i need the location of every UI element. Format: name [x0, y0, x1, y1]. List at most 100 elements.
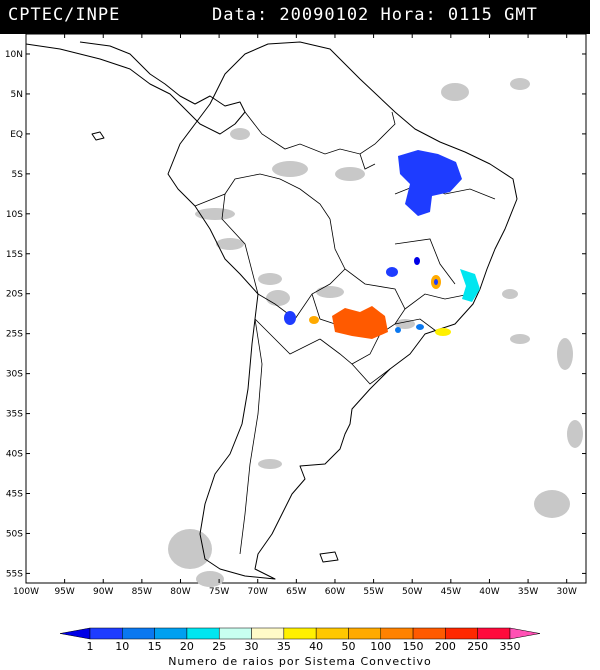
legend-label: 20 — [180, 640, 194, 653]
galapagos-islands — [91, 131, 105, 141]
lat-label: 50S — [6, 529, 23, 539]
border-line — [257, 268, 346, 320]
cloud-patch — [230, 128, 250, 140]
lon-label: 65W — [286, 587, 306, 594]
legend-label: 150 — [403, 640, 424, 653]
cloud-patch — [216, 238, 244, 250]
legend-swatch — [186, 627, 220, 640]
lat-label: 35S — [6, 410, 23, 420]
legend-swatch — [218, 627, 252, 640]
lon-label: 95W — [54, 587, 74, 594]
datetime-label: Data: 20090102 Hora: 0115 GMT — [212, 5, 538, 25]
border-line — [194, 173, 331, 220]
lat-label: 10S — [6, 210, 23, 220]
lat-label: 55S — [6, 569, 23, 579]
legend-label: 10 — [115, 640, 129, 653]
lat-label: 45S — [6, 489, 23, 499]
cloud-patch — [272, 161, 308, 177]
legend-caption: Numero de raios por Sistema Convectivo — [168, 655, 432, 668]
legend-label: 35 — [277, 640, 291, 653]
legend-swatch — [154, 627, 188, 640]
lat-label: 5N — [11, 90, 23, 100]
legend-label: 1 — [87, 640, 94, 653]
legend-swatch — [445, 627, 478, 640]
lon-label: 55W — [363, 587, 383, 594]
cloud-patch — [316, 286, 344, 298]
legend-swatch — [315, 627, 349, 640]
falkland-islands — [319, 551, 339, 563]
cloud-patch — [266, 290, 290, 306]
cloud-patch — [335, 167, 365, 181]
legend-swatch — [122, 627, 155, 640]
legend-swatch — [380, 627, 414, 640]
lon-label: 70W — [248, 587, 268, 594]
legend-label: 15 — [148, 640, 162, 653]
lightning-map: 10N 5N EQ 5S 10S 15S 20S 25S 30S 35S 40S 45S 50S 55S 1… — [5, 34, 587, 594]
lat-label: 15S — [6, 250, 23, 260]
legend-swatch — [412, 627, 446, 640]
lat-label: EQ — [10, 130, 23, 140]
cloud-patch — [258, 459, 282, 469]
border-line — [394, 238, 456, 285]
axes-layer: 10N 5N EQ 5S 10S 15S 20S 25S 30S 35S 40S 45S 50S 55S 1… — [5, 34, 586, 594]
convective-system-small — [395, 327, 401, 333]
border-line — [404, 293, 471, 310]
legend-swatch — [348, 627, 382, 640]
cloud-cover-layer — [168, 78, 583, 587]
lon-label: 80W — [170, 587, 190, 594]
legend-label: 100 — [370, 640, 391, 653]
border-line — [329, 218, 406, 335]
legend-label: 350 — [500, 640, 521, 653]
cloud-patch — [195, 208, 235, 220]
south-america-coastline — [167, 41, 518, 580]
convective-system-small — [284, 311, 296, 325]
legend-label: 25 — [212, 640, 226, 653]
lat-label: 25S — [6, 330, 23, 340]
lon-label: 85W — [132, 587, 152, 594]
lon-label: 30W — [557, 587, 577, 594]
convective-system-core — [434, 279, 438, 285]
border-line — [394, 318, 441, 335]
cloud-patch — [168, 529, 212, 569]
legend-label: 50 — [341, 640, 355, 653]
legend-swatch — [477, 627, 511, 640]
map-header: CPTEC/INPE Data: 20090102 Hora: 0115 GMT — [0, 0, 590, 34]
lat-label: 20S — [6, 290, 23, 300]
convective-system-small — [416, 324, 424, 330]
lon-label: 75W — [209, 587, 229, 594]
border-line — [221, 193, 259, 295]
lon-label: 40W — [479, 587, 499, 594]
convective-system-cyan — [460, 269, 480, 302]
cloud-patch — [557, 338, 573, 370]
legend-label: 200 — [435, 640, 456, 653]
lon-label: 90W — [93, 587, 113, 594]
lat-label: 30S — [6, 370, 23, 380]
cloud-patch — [502, 289, 518, 299]
lat-label: 5S — [12, 170, 24, 180]
convective-system-small — [435, 328, 451, 336]
cloud-patch — [196, 571, 224, 587]
convective-system-north — [398, 150, 462, 216]
legend-labels: 1 10 15 20 25 30 35 40 50 100 150 200 250 350 — [87, 640, 521, 653]
cloud-patch — [441, 83, 469, 101]
cloud-patch — [510, 334, 530, 344]
legend-bars — [59, 627, 541, 640]
legend-label: 30 — [245, 640, 259, 653]
border-line — [359, 153, 376, 170]
source-label: CPTEC/INPE — [8, 5, 121, 25]
lightning-systems-layer — [284, 150, 480, 339]
cloud-patch — [567, 420, 583, 448]
legend-label: 40 — [309, 640, 323, 653]
cloud-patch — [395, 319, 415, 329]
border-line — [351, 363, 391, 385]
cloud-patch — [534, 490, 570, 518]
lon-label: 50W — [402, 587, 422, 594]
lon-label: 60W — [325, 587, 345, 594]
legend-arrow-right — [509, 627, 541, 640]
border-line — [239, 318, 263, 555]
convective-system-large-orange — [332, 306, 388, 339]
convective-system-small — [386, 267, 398, 277]
cloud-patch — [258, 273, 282, 285]
color-legend: 1 10 15 20 25 30 35 40 50 100 150 200 250 350 — [59, 627, 541, 653]
legend-label: 250 — [467, 640, 488, 653]
